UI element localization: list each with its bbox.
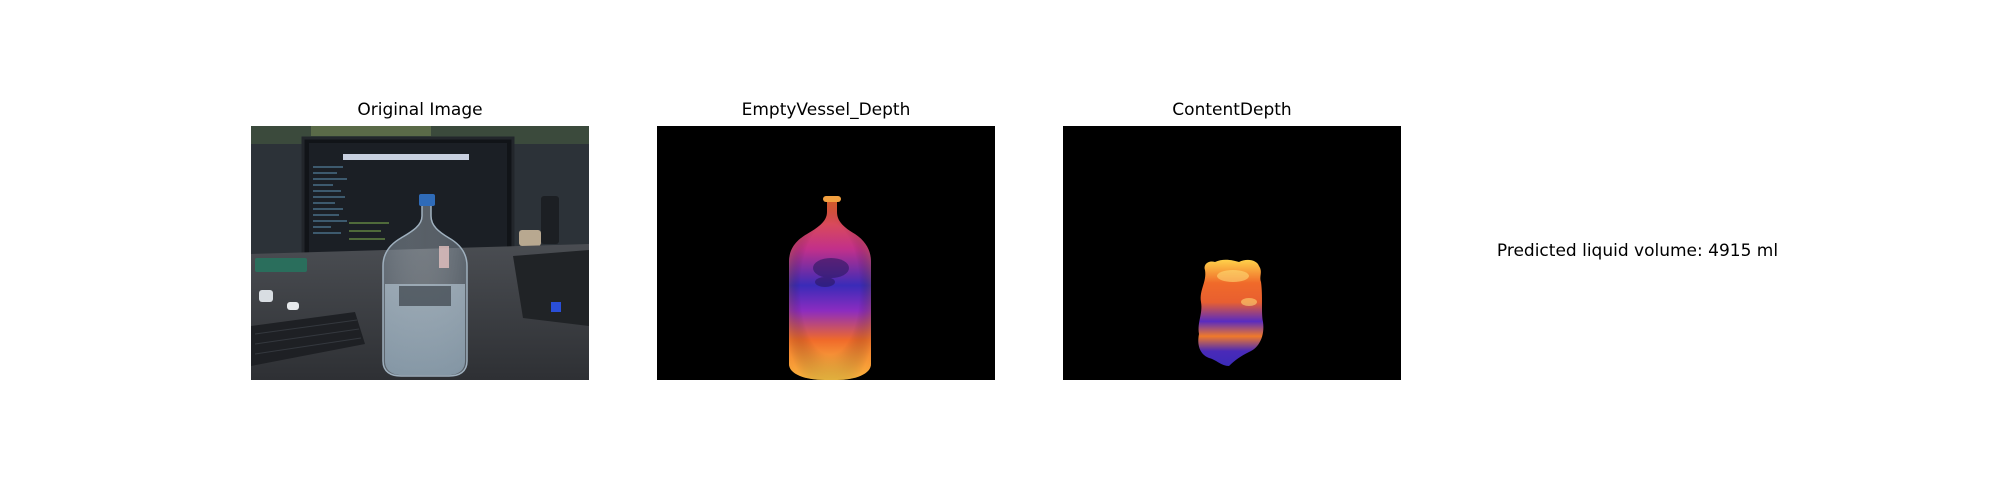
content-depth-title: ContentDepth: [1172, 100, 1292, 120]
original-image-title: Original Image: [357, 100, 483, 120]
empty-vessel-depth-title: EmptyVessel_Depth: [741, 100, 911, 120]
original-image: [251, 126, 589, 380]
empty-vessel-depth-map: [657, 126, 995, 380]
content-depth-map: [1063, 126, 1401, 380]
predicted-volume-text: Predicted liquid volume: 4915 ml: [1496, 241, 1779, 261]
